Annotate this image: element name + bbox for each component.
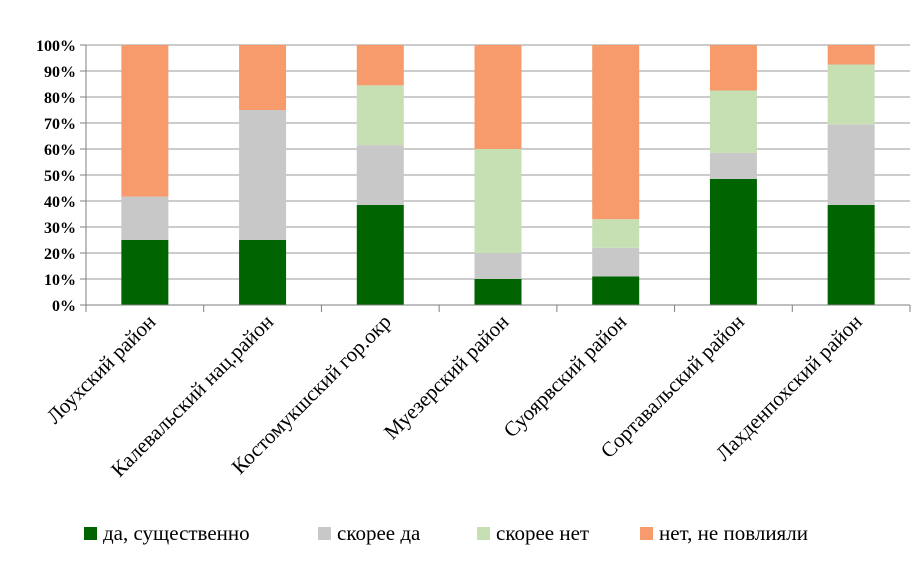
bar-segment [121,240,169,305]
bar-segment [474,45,522,149]
bar-segment [709,45,757,91]
x-tick-label: Суоярвский район [499,310,632,443]
bar-segment [827,64,875,125]
bar-segment [827,124,875,205]
y-tick-label: 40% [44,194,76,211]
bar-segment [239,240,287,305]
bar-segment [592,219,640,248]
legend-label: скорее да [337,521,421,545]
y-tick-label: 90% [44,64,76,81]
legend: да, существенно скорее да скорее нет нет, н… [84,521,808,545]
x-tick-label: Лоухский район [42,310,161,429]
legend-swatch [477,527,490,540]
bar-segment [474,279,522,305]
bar-segment [356,145,404,205]
y-tick-label: 0% [52,298,76,315]
bar-segment [709,152,757,179]
legend-swatch [640,527,653,540]
y-tick-label: 70% [44,116,76,133]
bar-segment [121,45,169,197]
legend-label: нет, не повлияли [659,521,808,545]
bars [121,45,875,305]
bar-segment [356,204,404,305]
bar-segment [827,45,875,65]
legend-swatch [84,527,97,540]
legend-swatch [318,527,331,540]
bar-segment [474,149,522,253]
y-tick-label: 100% [36,38,76,55]
y-tick-label: 50% [44,168,76,185]
legend-label: да, существенно [103,521,250,545]
bar-segment [592,247,640,277]
bar-segment [592,276,640,305]
y-tick-label: 20% [44,246,76,263]
bar-segment [709,178,757,305]
bar-segment [827,204,875,305]
y-tick-label: 30% [44,220,76,237]
bar-segment [121,196,169,240]
bar-segment [239,45,287,110]
bar-segment [592,45,640,220]
y-tick-label: 60% [44,142,76,159]
x-tick-label: Муезерский район [379,310,513,444]
legend-label: скорее нет [496,521,589,545]
bar-segment [239,110,287,240]
bar-segment [356,85,404,146]
bar-segment [356,45,404,86]
bar-segment [709,90,757,153]
bar-segment [474,253,522,279]
y-tick-label: 80% [44,90,76,107]
y-tick-label: 10% [44,272,76,289]
